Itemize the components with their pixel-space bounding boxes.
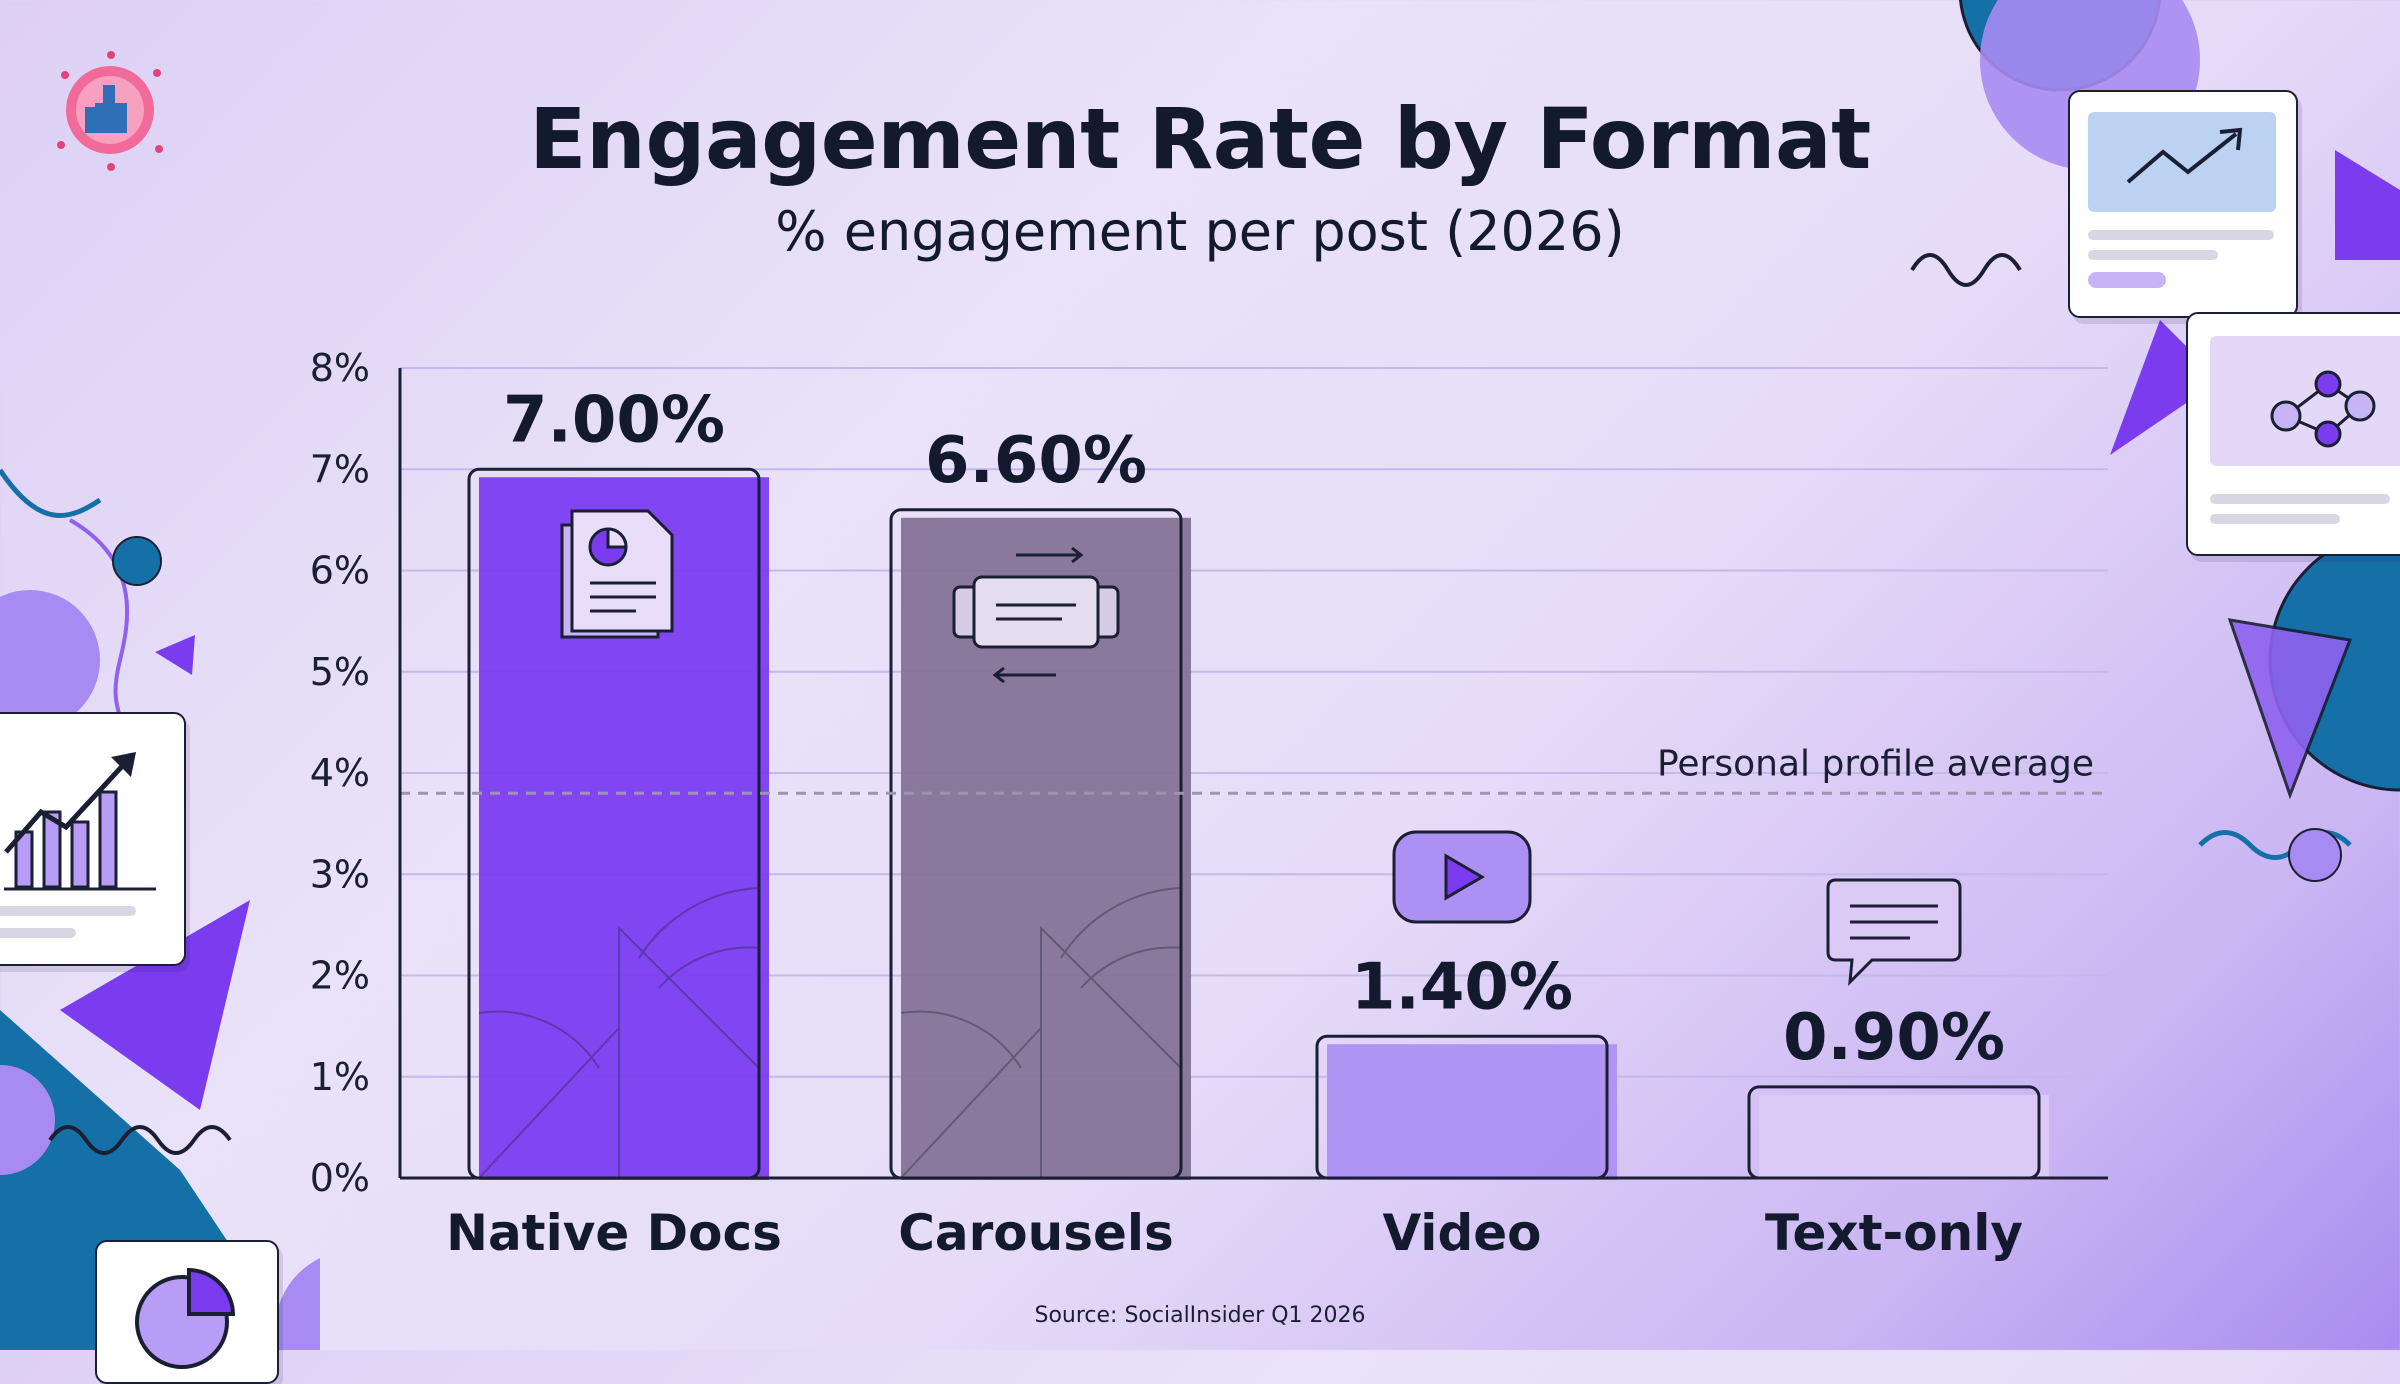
chat-bubble-icon: [1826, 878, 1962, 986]
document-chart-icon: [560, 509, 674, 639]
value-label: 1.40%: [1351, 950, 1573, 1024]
chart-subtitle: % engagement per post (2026): [775, 200, 1625, 263]
bar-fill: [1759, 1094, 2049, 1180]
y-tick-label: 2%: [310, 954, 370, 998]
y-tick-label: 6%: [310, 549, 370, 593]
category-label: Native Docs: [446, 1204, 782, 1262]
source-note: Source: SocialInsider Q1 2026: [1034, 1303, 1366, 1328]
bar-pattern: [900, 887, 1182, 1179]
right-network-card: [2186, 312, 2400, 556]
network-nodes-icon: [2270, 370, 2376, 448]
value-label: 0.90%: [1783, 1001, 2005, 1075]
chart-title: Engagement Rate by Format: [529, 90, 1871, 188]
pie-chart-icon: [135, 1267, 236, 1369]
y-tick-label: 3%: [310, 852, 370, 896]
category-label: Text-only: [1765, 1204, 2023, 1262]
value-label: 7.00%: [503, 383, 725, 457]
category-label: Video: [1382, 1204, 1541, 1262]
y-tick-label: 7%: [310, 447, 370, 491]
carousel-slides-icon: [952, 546, 1120, 684]
y-tick-label: 0%: [310, 1156, 370, 1200]
video-play-icon: [1392, 830, 1532, 924]
y-tick-label: 5%: [310, 650, 370, 694]
category-label: Carousels: [898, 1204, 1174, 1262]
right-trend-card: [2068, 90, 2298, 318]
bar-pattern: [478, 887, 760, 1179]
left-growth-card: [0, 712, 186, 966]
bar-fill: [1327, 1044, 1617, 1180]
y-tick-label: 4%: [310, 751, 370, 795]
reference-line-label: Personal profile average: [1657, 743, 2094, 784]
value-label: 6.60%: [925, 424, 1147, 498]
bar-chart: 0% 1% 2% 3% 4% 5% 6% 7% 8% 7.00% Native Docs 6.60% C…: [310, 346, 2108, 1262]
growth-chart-icon: [4, 752, 156, 891]
pixel-like-badge-icon: [57, 51, 163, 171]
y-tick-label: 1%: [310, 1055, 370, 1099]
trend-line-icon: [2126, 127, 2243, 184]
y-tick-label: 8%: [310, 346, 370, 390]
